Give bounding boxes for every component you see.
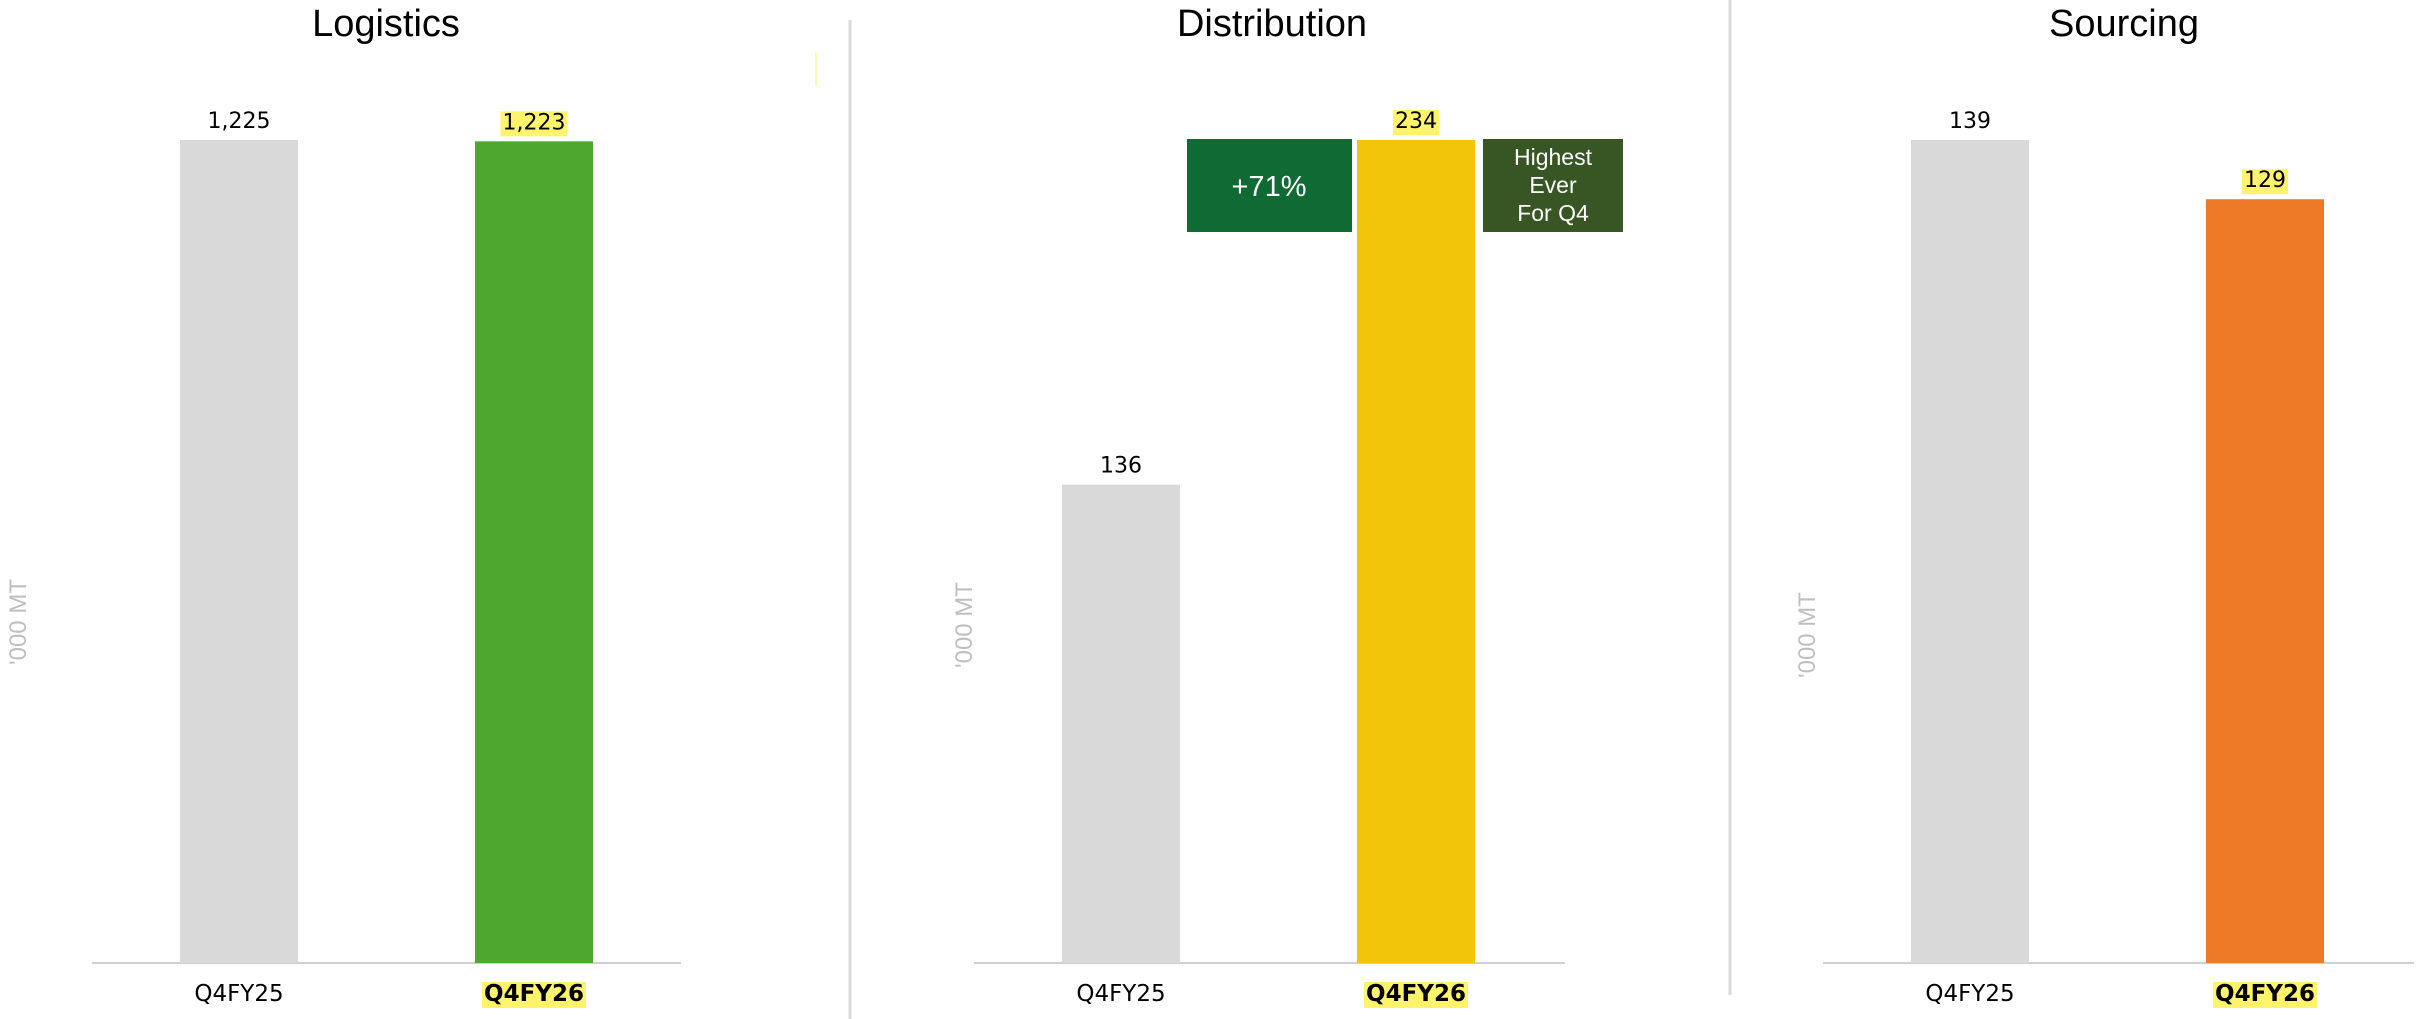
record-callout-text: Ever [1529,172,1577,198]
bar-q4fy26 [2206,199,2324,964]
bar-q4fy26 [475,141,593,963]
x-tick-label: Q4FY25 [1076,981,1165,1007]
data-label: 139 [1949,109,1991,134]
bar-q4fy25 [1062,484,1180,963]
record-callout-text: For Q4 [1517,200,1589,226]
y-axis-label: '000 MT [1794,592,1821,678]
record-callout-text: Highest [1514,144,1593,170]
tick-highlight [2213,982,2317,1008]
x-tick-label: Q4FY26 [1366,981,1466,1007]
tick-highlight [482,982,586,1008]
data-label: 1,223 [503,110,566,135]
tick-highlight [1364,982,1468,1008]
data-label: 1,225 [208,109,271,134]
y-axis-label: '000 MT [951,582,978,668]
data-label: 136 [1100,454,1142,479]
value-highlight [2242,169,2288,195]
bar-q4fy25 [180,140,298,963]
bar-q4fy26 [1357,140,1475,963]
chart-title: Logistics [312,3,460,45]
growth-callout-text: +71% [1232,171,1307,203]
chart-title: Distribution [1177,3,1367,45]
value-highlight [1393,110,1439,135]
value-highlight [500,111,568,137]
data-label: 234 [1395,109,1437,134]
x-tick-label: Q4FY25 [194,981,283,1007]
chart-panel-distribution: Distribution '000 MT 136 Q4FY25 234 Q4FY26 +71… [951,3,1623,1008]
record-callout [1483,139,1623,232]
chart-panel-sourcing: Sourcing '000 MT 139 Q4FY25 129 Q4FY26 [1794,3,2414,1008]
x-tick-label: Q4FY26 [2215,981,2315,1007]
data-label: 129 [2244,168,2286,193]
x-tick-label: Q4FY25 [1925,981,2014,1007]
bar-q4fy25 [1911,140,2029,963]
x-tick-label: Q4FY26 [484,981,584,1007]
chart-panel-logistics: Logistics '000 MT 1,225 Q4FY25 1,223 Q4FY26 [5,3,681,1008]
y-axis-label: '000 MT [5,579,32,665]
growth-callout [1187,139,1352,232]
chart-title: Sourcing [2049,3,2199,45]
